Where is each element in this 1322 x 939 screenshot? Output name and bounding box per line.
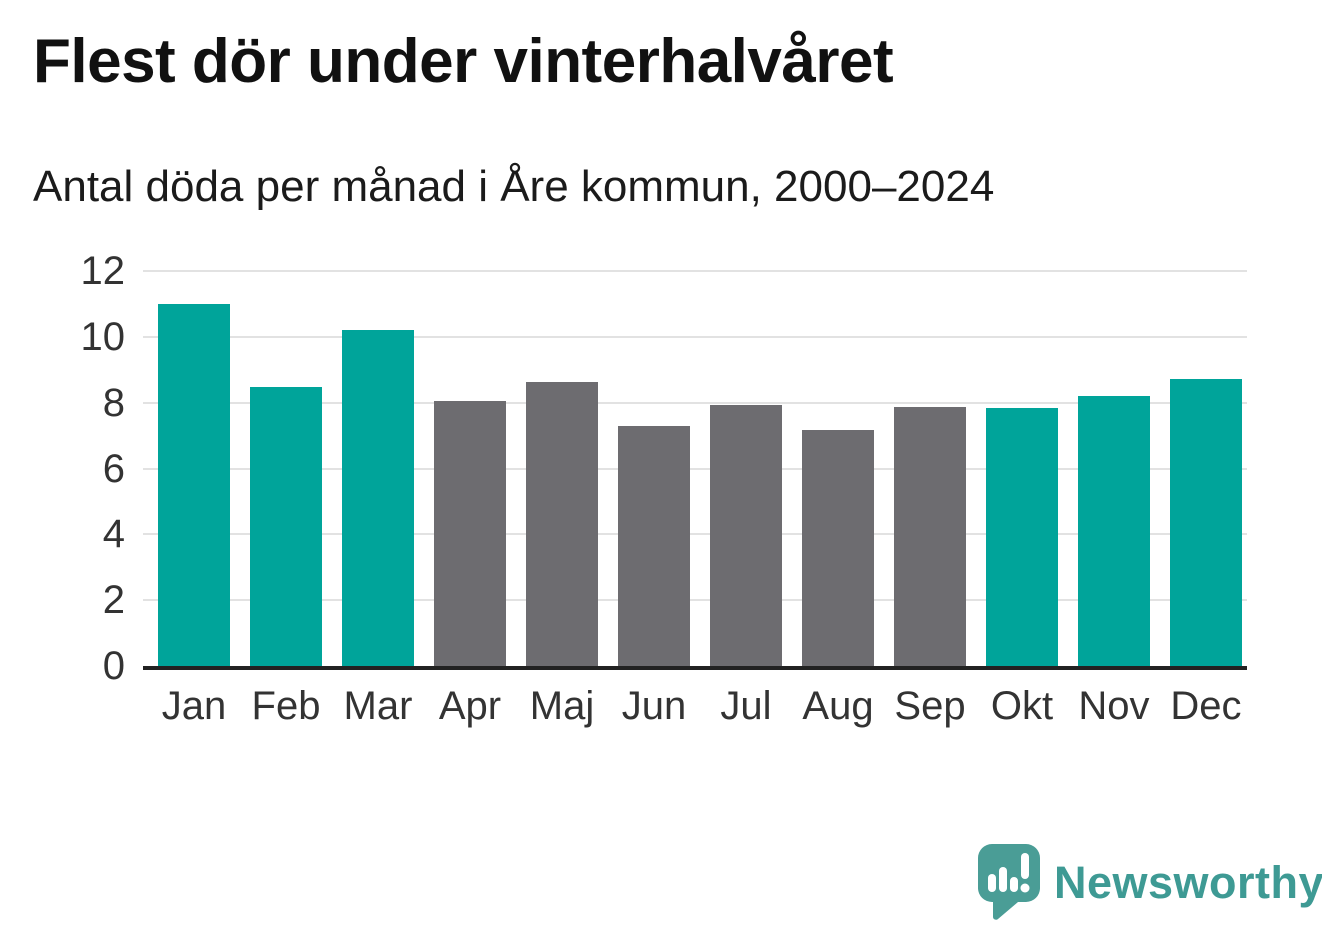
x-tick-label-aug: Aug [802, 684, 874, 728]
logo-exclamation-dot [1020, 883, 1030, 893]
y-tick-label-6: 6 [102, 446, 125, 491]
x-tick-label-jul: Jul [720, 684, 772, 728]
bar-apr [434, 401, 506, 666]
bar-jun [618, 426, 690, 666]
bar-mar [342, 330, 414, 666]
bar-feb [250, 386, 322, 666]
bar-sep [894, 406, 966, 666]
y-tick-label-2: 2 [102, 578, 125, 623]
x-tick-label-feb: Feb [251, 684, 321, 728]
gridline-y4 [143, 533, 1247, 536]
x-tick-label-sep: Sep [894, 684, 966, 728]
gridline-y6 [143, 467, 1247, 470]
y-tick-label-4: 4 [102, 512, 125, 557]
x-tick-label-nov: Nov [1078, 684, 1150, 728]
newsworthy-logo-text: Newsworthy [1054, 857, 1322, 908]
newsworthy-logo-icon [978, 844, 1040, 920]
x-tick-label-maj: Maj [529, 684, 595, 728]
x-tick-label-okt: Okt [990, 684, 1054, 728]
bar-jan [158, 303, 230, 666]
gridline-y2 [143, 599, 1247, 602]
chart-subtitle: Antal döda per månad i Åre kommun, 2000–… [33, 162, 995, 211]
x-axis: Jan Feb Mar Apr Maj Jun Jul Aug Sep Okt Nov Dec [148, 684, 1252, 728]
y-tick-label-10: 10 [80, 314, 126, 359]
x-tick-label-dec: Dec [1170, 684, 1242, 728]
bar-nov [1078, 396, 1150, 666]
bar-okt [986, 407, 1058, 666]
logo-bar-medium [1010, 877, 1018, 892]
bar-dec [1170, 378, 1242, 666]
gridline-y10 [143, 335, 1247, 338]
plot-area [143, 270, 1247, 670]
gridline-y8 [143, 401, 1247, 404]
x-tick-label-apr: Apr [438, 684, 502, 728]
chart-title: Flest dör under vinterhalvåret [33, 27, 894, 96]
logo-bar-tall [999, 867, 1007, 892]
logo-exclamation-stem [1021, 853, 1029, 879]
y-tick-label-0: 0 [102, 644, 125, 688]
bar-aug [802, 430, 874, 666]
bar-maj [526, 381, 598, 666]
logo-bar-short [988, 874, 996, 892]
newsworthy-logo: Newsworthy [978, 844, 1322, 922]
y-tick-label-8: 8 [102, 380, 125, 425]
y-axis: 0 2 4 6 8 10 12 [0, 251, 126, 686]
bar-jul [710, 405, 782, 666]
x-tick-label-jan: Jan [161, 684, 227, 728]
x-tick-label-jun: Jun [621, 684, 687, 728]
gridline-y12 [143, 270, 1247, 272]
x-tick-label-mar: Mar [343, 684, 413, 728]
y-tick-label-12: 12 [80, 249, 126, 293]
